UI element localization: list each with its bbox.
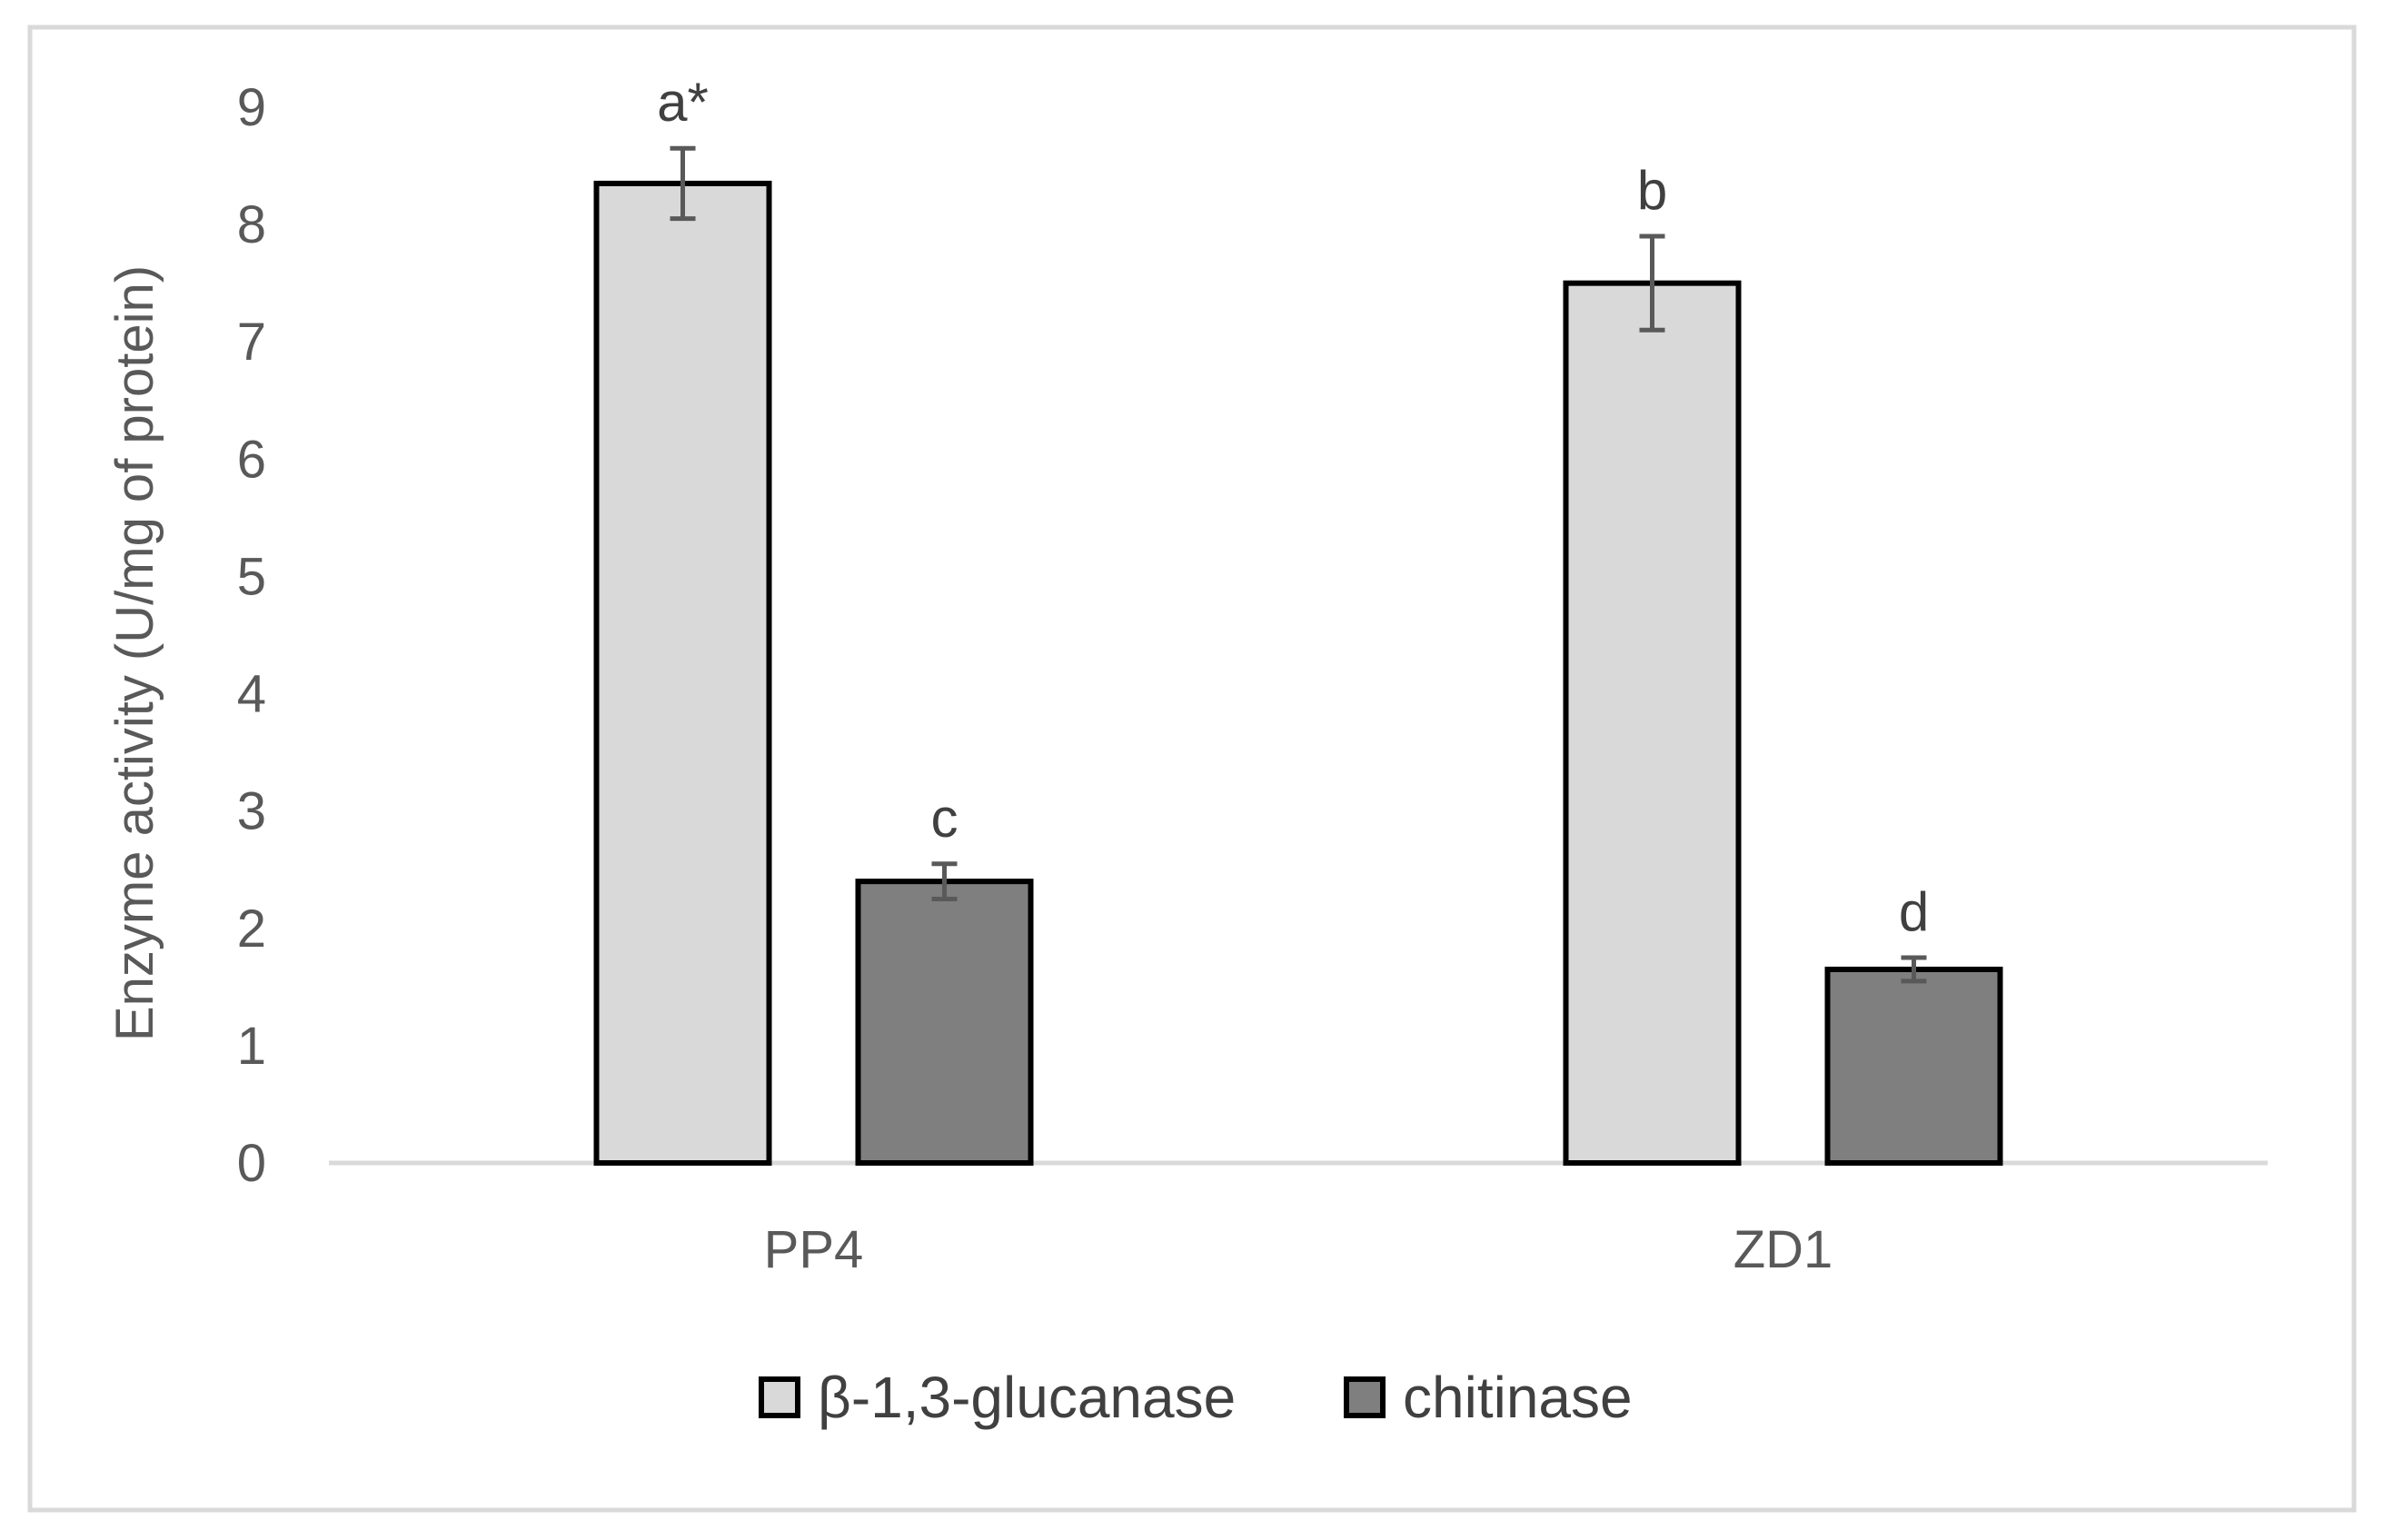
bar	[1563, 280, 1742, 1166]
significance-label: d	[1899, 881, 1929, 942]
legend: β-1,3-glucanase chitinase	[759, 1365, 1633, 1430]
legend-label: chitinase	[1403, 1365, 1633, 1430]
y-tick-label: 1	[237, 1017, 266, 1076]
category-label: PP4	[764, 1220, 864, 1279]
y-tick-label: 2	[237, 899, 266, 959]
bars: a* c b d	[593, 72, 2003, 1167]
chart-frame	[27, 25, 2357, 1513]
y-tick-label: 6	[237, 430, 266, 489]
y-tick-label: 9	[237, 78, 266, 137]
bar	[1824, 966, 2003, 1167]
y-tick-label: 0	[237, 1134, 266, 1193]
y-tick-label: 4	[237, 665, 266, 724]
significance-label: b	[1637, 160, 1667, 221]
category-labels: PP4 ZD1	[764, 1220, 1833, 1279]
bar	[855, 879, 1034, 1167]
bar	[593, 180, 772, 1166]
y-axis-title: Enzyme activity (U/mg of protein)	[105, 265, 164, 1041]
legend-label: β-1,3-glucanase	[818, 1365, 1236, 1430]
y-tick-label: 7	[237, 313, 266, 372]
y-tick-label: 5	[237, 547, 266, 606]
legend-swatch	[1344, 1376, 1386, 1418]
category-label: ZD1	[1733, 1220, 1833, 1279]
y-tick-label: 3	[237, 782, 266, 841]
y-axis-ticks: 0 1 2 3 4 5 6 7 8 9	[237, 78, 266, 1193]
significance-label: a*	[657, 72, 709, 133]
significance-label: c	[931, 788, 959, 849]
legend-swatch	[759, 1376, 800, 1418]
y-tick-label: 8	[237, 195, 266, 254]
